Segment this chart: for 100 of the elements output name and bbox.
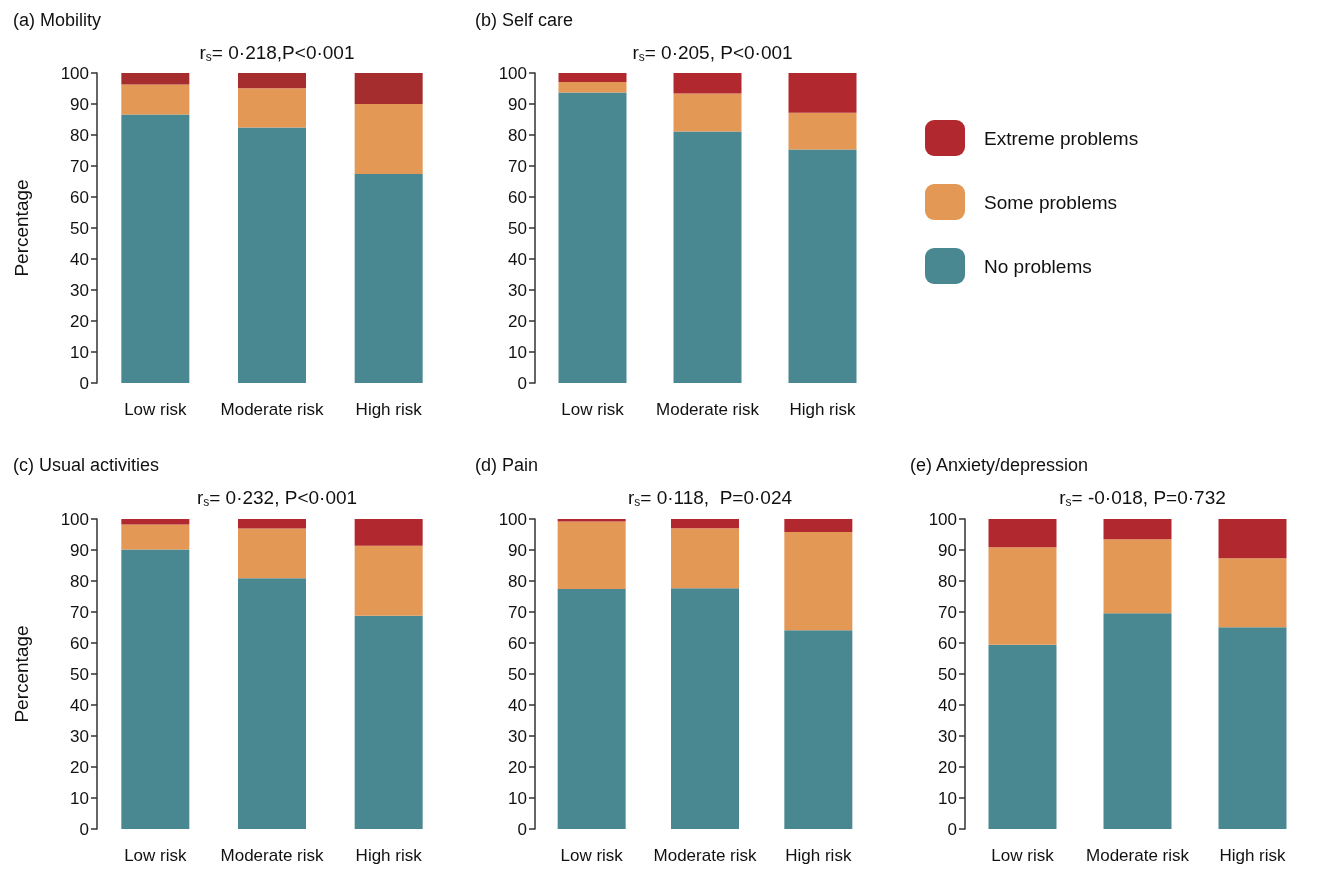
y-tick-label: 100	[60, 63, 89, 83]
bar	[671, 528, 739, 589]
bar	[673, 93, 742, 132]
y-tick-label: 60	[508, 187, 527, 207]
y-tick-label: 10	[938, 788, 957, 808]
bar	[1218, 558, 1287, 628]
y-tick-label: 0	[947, 819, 957, 839]
bar	[788, 112, 857, 150]
bar	[673, 73, 742, 94]
y-axis-title: Percentage	[11, 625, 32, 723]
y-tick-label: 40	[508, 695, 527, 715]
bar	[673, 131, 742, 383]
bar	[784, 519, 853, 533]
y-tick-label: 30	[70, 726, 89, 746]
y-tick-label: 90	[70, 94, 89, 114]
y-tick-label: 80	[70, 571, 89, 591]
y-tick-label: 100	[498, 63, 527, 83]
y-tick-label: 70	[70, 602, 89, 622]
bar	[788, 149, 857, 383]
y-tick-label: 100	[498, 509, 527, 529]
bar	[238, 127, 306, 383]
y-tick-label: 60	[508, 633, 527, 653]
y-tick-label: 0	[79, 819, 89, 839]
y-tick-label: 70	[938, 602, 957, 622]
y-tick-label: 90	[938, 540, 957, 560]
legend-label: Extreme problems	[984, 127, 1139, 149]
y-tick-label: 30	[508, 726, 527, 746]
y-tick-label: 40	[508, 249, 527, 269]
x-tick-label: Moderate risk	[220, 400, 324, 419]
bar	[558, 73, 627, 82]
x-tick-label: Moderate risk	[656, 400, 760, 419]
legend-label: Some problems	[984, 191, 1118, 213]
y-tick-label: 20	[70, 757, 89, 777]
x-tick-label: Low risk	[560, 846, 624, 865]
chart-title: (d) Pain	[475, 455, 539, 475]
bar	[558, 92, 627, 383]
y-tick-label: 50	[938, 664, 957, 684]
y-tick-label: 80	[70, 125, 89, 145]
bar	[121, 524, 190, 550]
y-tick-label: 40	[938, 695, 957, 715]
bar	[121, 549, 190, 829]
x-tick-label: High risk	[785, 846, 852, 865]
y-tick-label: 70	[70, 156, 89, 176]
y-tick-label: 20	[938, 757, 957, 777]
y-tick-label: 60	[70, 633, 89, 653]
bar	[354, 104, 423, 175]
legend-label: No problems	[984, 255, 1092, 277]
y-tick-label: 10	[70, 342, 89, 362]
y-tick-label: 60	[938, 633, 957, 653]
bar	[121, 73, 190, 85]
bar	[1218, 519, 1287, 559]
bar	[788, 73, 857, 113]
y-tick-label: 60	[70, 187, 89, 207]
bar	[354, 519, 423, 546]
y-tick-label: 80	[938, 571, 957, 591]
y-tick-label: 0	[517, 819, 527, 839]
y-tick-label: 50	[508, 664, 527, 684]
bar	[121, 114, 190, 383]
bar	[1218, 627, 1287, 829]
x-tick-label: Moderate risk	[220, 846, 324, 865]
bar	[558, 81, 627, 93]
y-tick-label: 0	[79, 373, 89, 393]
bar	[988, 547, 1057, 645]
y-tick-label: 90	[508, 94, 527, 114]
x-tick-label: Moderate risk	[1086, 846, 1190, 865]
y-tick-label: 80	[508, 125, 527, 145]
y-tick-label: 40	[70, 695, 89, 715]
y-tick-label: 90	[70, 540, 89, 560]
bar	[354, 73, 423, 104]
bar	[1103, 519, 1172, 540]
bar	[557, 521, 626, 590]
bar	[1103, 613, 1172, 829]
bar	[671, 588, 739, 829]
y-tick-label: 30	[70, 280, 89, 300]
bar	[988, 644, 1057, 829]
bar	[671, 519, 739, 529]
y-tick-label: 20	[508, 757, 527, 777]
y-tick-label: 30	[938, 726, 957, 746]
y-tick-label: 70	[508, 602, 527, 622]
bar	[354, 545, 423, 616]
y-tick-label: 100	[60, 509, 89, 529]
x-tick-label: High risk	[355, 846, 423, 865]
y-tick-label: 50	[508, 218, 527, 238]
bar	[121, 519, 190, 525]
bar	[557, 589, 626, 829]
x-tick-label: High risk	[1219, 846, 1287, 865]
chart-title: (e) Anxiety/depression	[910, 455, 1089, 475]
y-tick-label: 40	[70, 249, 89, 269]
x-tick-label: Moderate risk	[653, 846, 757, 865]
y-tick-label: 90	[508, 540, 527, 560]
bar	[784, 532, 853, 631]
bar	[238, 528, 306, 579]
x-tick-label: Low risk	[124, 400, 187, 419]
y-tick-label: 10	[70, 788, 89, 808]
chart-title: (b) Self care	[475, 10, 574, 30]
y-tick-label: 50	[70, 218, 89, 238]
bar	[988, 519, 1057, 548]
bar	[238, 578, 306, 829]
y-tick-label: 10	[508, 788, 527, 808]
y-tick-label: 10	[508, 342, 527, 362]
